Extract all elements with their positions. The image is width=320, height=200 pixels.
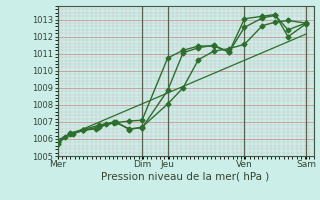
- X-axis label: Pression niveau de la mer( hPa ): Pression niveau de la mer( hPa ): [101, 172, 270, 182]
